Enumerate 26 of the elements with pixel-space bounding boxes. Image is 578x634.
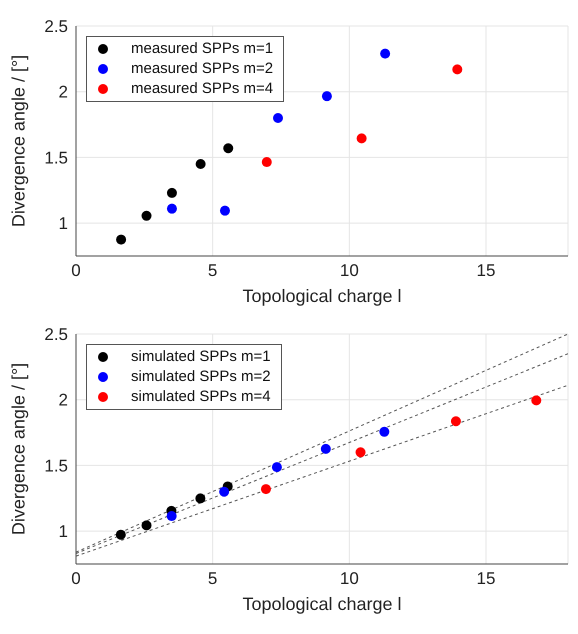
x-tick-label: 5 xyxy=(208,569,218,588)
x-tick-label: 15 xyxy=(476,261,496,280)
x-tick-label: 10 xyxy=(340,569,359,588)
y-tick-label: 1.5 xyxy=(44,456,68,476)
x-tick-label: 10 xyxy=(340,261,359,280)
legend-label: measured SPPs m=2 xyxy=(131,59,274,79)
y-tick-label: 2 xyxy=(58,82,68,102)
legend-label: simulated SPPs m=2 xyxy=(131,367,271,387)
x-tick-label: 0 xyxy=(71,569,81,588)
legend-label: simulated SPPs m=4 xyxy=(131,387,271,407)
y-axis-title: Divergence angle / [°] xyxy=(8,54,28,228)
x-axis-title: Topological charge l xyxy=(242,594,402,614)
y-tick-label: 1 xyxy=(58,522,68,542)
y-axis-title: Divergence angle / [°] xyxy=(8,362,28,536)
legend-label: measured SPPs m=1 xyxy=(131,39,274,59)
x-tick-label: 5 xyxy=(208,261,218,280)
y-tick-label: 2 xyxy=(58,390,68,410)
x-axis-title: Topological charge l xyxy=(242,286,402,306)
y-tick-label: 1.5 xyxy=(44,148,68,168)
legend-label: measured SPPs m=4 xyxy=(131,79,274,99)
x-tick-label: 0 xyxy=(71,261,81,280)
legend-label: simulated SPPs m=1 xyxy=(131,347,271,367)
y-tick-label: 2.5 xyxy=(44,17,68,36)
y-tick-label: 1 xyxy=(58,214,68,234)
x-tick-label: 15 xyxy=(476,569,496,588)
y-tick-label: 2.5 xyxy=(44,325,68,344)
